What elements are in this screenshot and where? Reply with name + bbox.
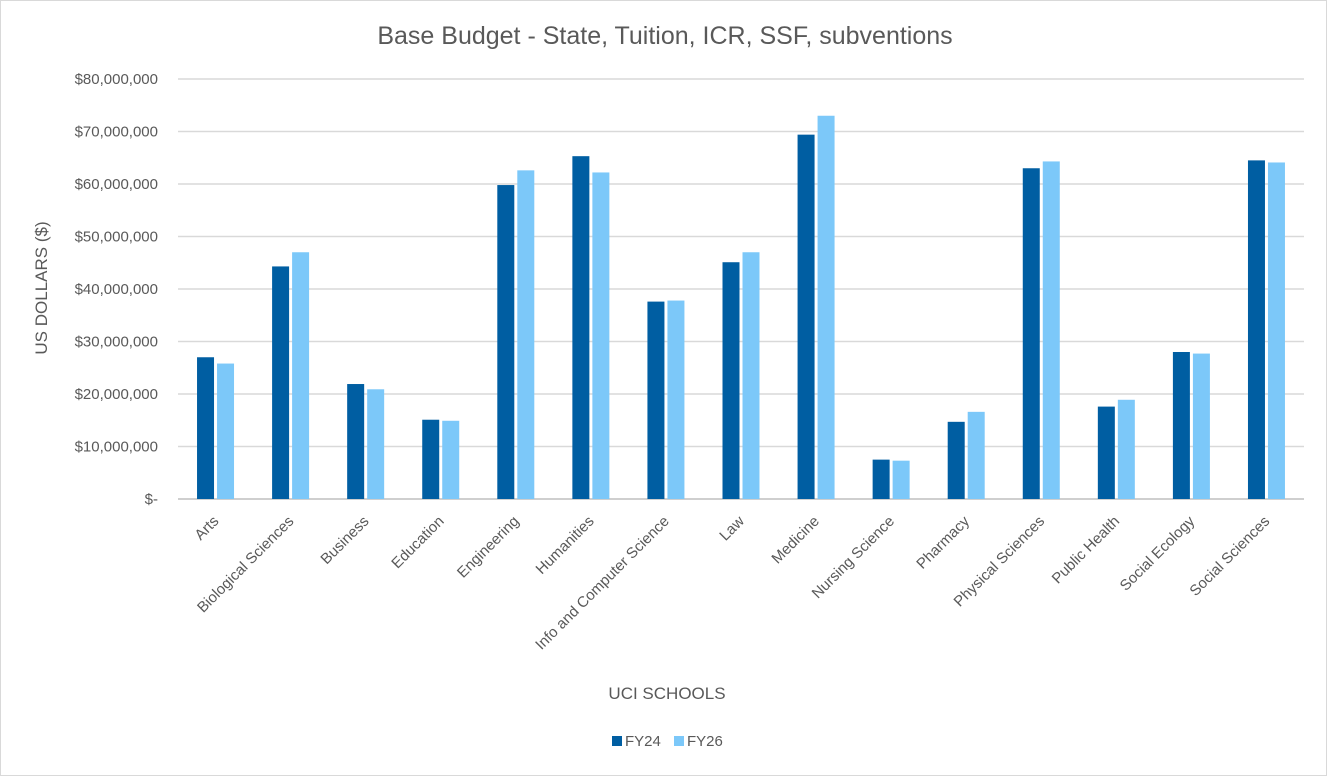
- legend-swatch-fy26: [674, 736, 684, 746]
- bar-fy24: [497, 185, 515, 500]
- chart-title: Base Budget - State, Tuition, ICR, SSF, …: [377, 22, 952, 50]
- bar-fy26: [1117, 399, 1135, 499]
- bar-fy24: [347, 384, 365, 499]
- bar-fy26: [817, 115, 835, 499]
- bar-fy24: [797, 134, 815, 499]
- bar-fy26: [217, 363, 235, 499]
- bar-fy26: [892, 460, 910, 499]
- x-tick-label: Arts: [191, 513, 222, 544]
- y-tick-label: $20,000,000: [75, 386, 158, 403]
- x-axis-label: UCI SCHOOLS: [608, 684, 725, 703]
- bar-fy24: [1097, 406, 1115, 499]
- y-tick-label: $-: [145, 491, 158, 508]
- y-tick-label: $80,000,000: [75, 71, 158, 88]
- bar-fy24: [572, 156, 590, 500]
- x-tick-label: Info and Computer Science: [532, 513, 673, 654]
- y-tick-label: $70,000,000: [75, 124, 158, 141]
- x-tick-label: Business: [317, 513, 372, 568]
- x-tick-label: Social Sciences: [1186, 513, 1273, 600]
- bar-fy26: [742, 252, 760, 499]
- bar-fy26: [1042, 161, 1060, 500]
- x-tick-label: Law: [716, 513, 748, 545]
- y-tick-label: $40,000,000: [75, 281, 158, 298]
- bar-fy26: [1192, 353, 1210, 499]
- bar-fy26: [967, 411, 985, 499]
- x-tick-label: Pharmacy: [913, 512, 973, 572]
- y-axis-label: US DOLLARS ($): [32, 221, 51, 354]
- bar-fy26: [592, 172, 610, 499]
- bar-fy26: [367, 389, 385, 499]
- legend-label-fy26: FY26: [687, 733, 723, 750]
- x-tick-label: Engineering: [454, 513, 523, 582]
- y-tick-label: $30,000,000: [75, 334, 158, 351]
- bar-fy24: [647, 301, 665, 499]
- legend-label-fy24: FY24: [625, 733, 661, 750]
- bar-fy24: [1172, 352, 1190, 499]
- bar-fy24: [272, 266, 290, 499]
- bar-fy24: [722, 262, 740, 499]
- x-tick-label: Social Ecology: [1117, 512, 1199, 594]
- bar-fy26: [292, 252, 310, 499]
- y-tick-label: $50,000,000: [75, 229, 158, 246]
- bars: [197, 115, 1285, 500]
- bar-fy26: [667, 300, 685, 499]
- bar-fy26: [1267, 162, 1285, 499]
- bar-fy24: [197, 357, 215, 499]
- x-tick-label: Humanities: [533, 513, 598, 578]
- legend-swatch-fy24: [612, 736, 622, 746]
- y-tick-label: $60,000,000: [75, 176, 158, 193]
- x-tick-label: Education: [388, 513, 447, 572]
- y-tick-label: $10,000,000: [75, 439, 158, 456]
- gridlines: [178, 78, 1304, 500]
- x-tick-label: Nursing Science: [809, 513, 898, 602]
- bar-fy26: [442, 420, 460, 499]
- bar-fy24: [422, 419, 440, 499]
- x-tick-label: Public Health: [1049, 513, 1124, 588]
- bar-fy24: [1247, 160, 1265, 499]
- legend: FY24 FY26: [612, 733, 723, 750]
- bar-fy26: [517, 170, 535, 499]
- x-tick-label: Medicine: [768, 513, 822, 567]
- bar-fy24: [947, 421, 965, 499]
- bar-fy24: [1022, 168, 1040, 499]
- bar-fy24: [872, 459, 890, 499]
- y-axis-ticks: $- $10,000,000 $20,000,000 $30,000,000 $40,0…: [75, 71, 158, 508]
